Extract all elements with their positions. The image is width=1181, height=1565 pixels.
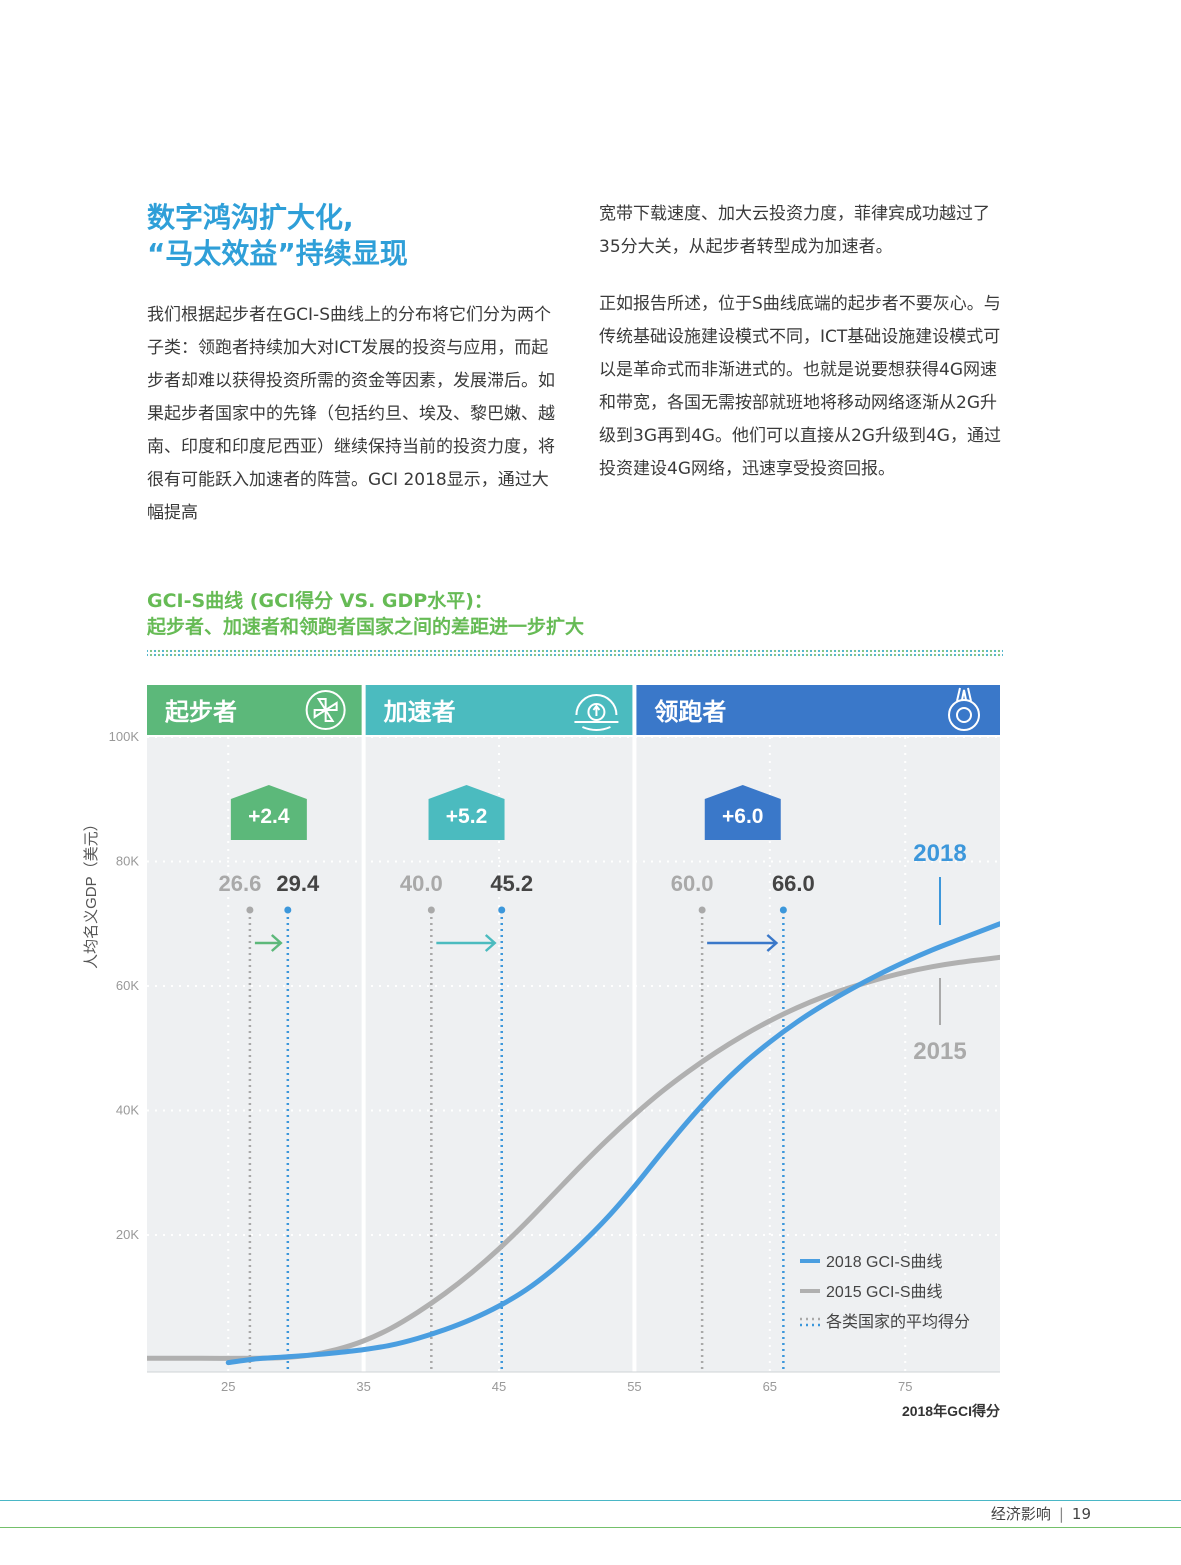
x-tick-label: 35	[356, 1379, 370, 1394]
shift-arrow-head	[484, 934, 497, 952]
footer-separator: |	[1058, 1505, 1064, 1523]
chart-title-line-2: 起步者、加速者和领跑者国家之间的差距进一步扩大	[147, 616, 585, 638]
y-tick-label: 80K	[116, 854, 139, 869]
avg-marker-2018	[284, 906, 292, 914]
x-tick-label: 75	[898, 1379, 912, 1394]
footer-rule-top	[0, 1500, 1181, 1501]
avg-marker-2018	[779, 906, 787, 914]
cluster-header-label: 起步者	[164, 698, 237, 726]
dotted-divider	[147, 649, 1003, 657]
y-tick-label: 20K	[116, 1227, 139, 1242]
shift-arrow-head	[270, 934, 283, 952]
x-tick-label: 65	[763, 1379, 777, 1394]
y-tick-label: 100K	[109, 729, 140, 744]
y-tick-label: 60K	[116, 978, 139, 993]
section-heading: 数字鸿沟扩大化, “马太效益”持续显现	[147, 200, 567, 272]
avg-marker-2015	[427, 906, 435, 914]
series-line-2018	[225, 921, 1000, 1366]
body-paragraph: 宽带下载速度、加大云投资力度，菲律宾成功越过了35分大关，从起步者转型成为加速者…	[599, 204, 990, 257]
y-tick-label: 40K	[116, 1103, 139, 1118]
heading-line-2: “马太效益”持续显现	[147, 237, 408, 270]
chart-title-line-1: GCI-S曲线 (GCI得分 VS. GDP水平)：	[147, 590, 493, 612]
change-badge-label: +6.0	[722, 805, 763, 828]
cluster-header-frontrunner	[636, 685, 1000, 735]
change-badge-label: +5.2	[446, 805, 487, 828]
avg-marker-2015	[246, 906, 254, 914]
legend-label-2018: 2018 GCI-S曲线	[826, 1253, 943, 1271]
change-badge	[428, 785, 505, 840]
x-axis-label: 2018年GCI得分	[902, 1403, 1000, 1419]
heading-line-1: 数字鸿沟扩大化,	[147, 201, 354, 234]
y-axis-label: 人均名义GDP（美元）	[83, 816, 100, 969]
gci-s-curve-chart: 起步者 加速者 领跑者 20K 40K 60K 80K 100K 25 35 45 55 65 75 201…	[83, 685, 1000, 1419]
x-tick-label: 55	[627, 1379, 641, 1394]
annotation-2018: 2018	[913, 840, 966, 867]
cluster-header-label: 领跑者	[654, 698, 726, 726]
footer-rule-bottom	[0, 1527, 1181, 1528]
speedometer-icon	[574, 694, 619, 731]
page-footer: 经济影响 | 19	[991, 1503, 1091, 1524]
annotation-2015: 2015	[913, 1038, 966, 1065]
body-paragraph: 我们根据起步者在GCI-S曲线上的分布将它们分为两个子类：领跑者持续加大对ICT…	[147, 305, 555, 523]
medal-icon	[948, 687, 980, 731]
body-paragraph: 正如报告所述，位于S曲线底端的起步者不要灰心。与传统基础设施建设模式不同，ICT…	[599, 294, 1001, 479]
avg-score-2015-label: 40.0	[400, 871, 443, 896]
cluster-panel-starter	[147, 737, 362, 1372]
avg-score-2018-label: 66.0	[772, 871, 815, 896]
x-tick-label: 45	[492, 1379, 506, 1394]
body-column-right: 宽带下载速度、加大云投资力度，菲律宾成功越过了35分大关，从起步者转型成为加速者…	[599, 198, 1007, 510]
avg-marker-2015	[698, 906, 706, 914]
page-number: 19	[1071, 1505, 1091, 1523]
body-column-left: 我们根据起步者在GCI-S曲线上的分布将它们分为两个子类：领跑者持续加大对ICT…	[147, 299, 555, 554]
shift-arrow-head	[766, 934, 779, 952]
avg-score-2015-label: 26.6	[218, 871, 261, 896]
legend-label-average: 各类国家的平均得分	[826, 1313, 970, 1331]
change-badge	[230, 785, 307, 840]
pinwheel-icon	[305, 690, 346, 730]
change-badge	[704, 785, 781, 840]
cluster-panel-frontrunner	[636, 737, 1000, 1372]
change-badge-label: +2.4	[248, 805, 290, 828]
chart-title: GCI-S曲线 (GCI得分 VS. GDP水平)： 起步者、加速者和领跑者国家…	[147, 588, 584, 640]
avg-score-2015-label: 60.0	[671, 871, 714, 896]
x-tick-label: 25	[221, 1379, 235, 1394]
avg-marker-2018	[498, 906, 506, 914]
cluster-header-label: 加速者	[384, 698, 456, 726]
avg-score-2018-label: 29.4	[276, 871, 320, 896]
avg-score-2018-label: 45.2	[490, 871, 533, 896]
footer-section: 经济影响	[990, 1505, 1051, 1523]
legend-label-2015: 2015 GCI-S曲线	[826, 1283, 943, 1301]
